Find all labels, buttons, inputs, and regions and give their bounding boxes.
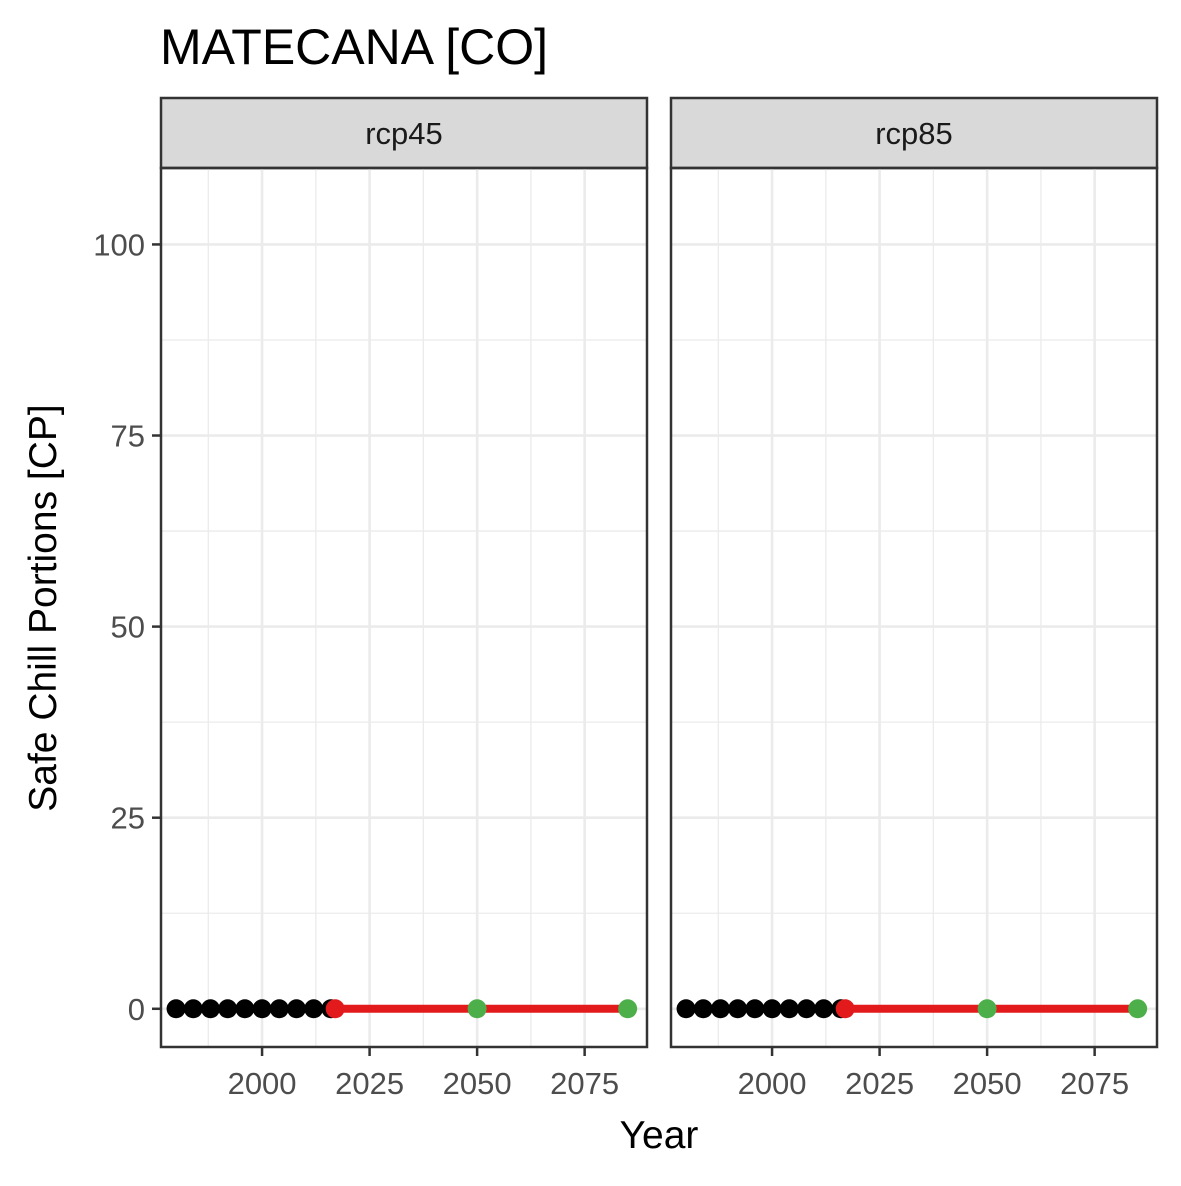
observed-point xyxy=(218,999,238,1019)
observed-point xyxy=(183,999,203,1019)
x-tick-label: 2050 xyxy=(953,1066,1022,1101)
x-tick-label: 2025 xyxy=(845,1066,914,1101)
observed-point xyxy=(779,999,799,1019)
observed-point xyxy=(676,999,696,1019)
future-scenario-point xyxy=(618,999,638,1019)
y-axis-title: Safe Chill Portions [CP] xyxy=(22,404,65,812)
facet-strip-rcp45 xyxy=(159,96,649,170)
scenario-start-point xyxy=(325,999,345,1019)
observed-point xyxy=(762,999,782,1019)
observed-point xyxy=(745,999,765,1019)
x-axis-title: Year xyxy=(620,1114,699,1157)
observed-point xyxy=(200,999,220,1019)
observed-point xyxy=(252,999,272,1019)
future-scenario-point xyxy=(1128,999,1148,1019)
facet-strip-label-rcp85: rcp85 xyxy=(875,116,953,151)
observed-point xyxy=(796,999,816,1019)
observed-point xyxy=(269,999,289,1019)
y-tick-label: 0 xyxy=(128,992,145,1027)
panel-border-rcp85 xyxy=(669,166,1159,1049)
y-tick-label: 100 xyxy=(93,227,145,262)
observed-point xyxy=(235,999,255,1019)
x-tick-label: 2075 xyxy=(550,1066,619,1101)
future-scenario-point xyxy=(467,999,487,1019)
x-tick-label: 2025 xyxy=(335,1066,404,1101)
panels-layer: rcp45 2000 2025 2050 2075 0 25 50 75 100 rcp85 2000… xyxy=(93,96,1159,1101)
x-tick-label: 2000 xyxy=(228,1066,297,1101)
observed-point xyxy=(304,999,324,1019)
panel-rcp45: rcp45 2000 2025 2050 2075 0 25 50 75 100 xyxy=(93,96,649,1101)
facet-strip-rcp85 xyxy=(669,96,1159,170)
observed-point xyxy=(728,999,748,1019)
observed-point xyxy=(710,999,730,1019)
x-tick-label: 2075 xyxy=(1060,1066,1129,1101)
x-tick-label: 2050 xyxy=(443,1066,512,1101)
x-tick-label: 2000 xyxy=(738,1066,807,1101)
panel-rcp85: rcp85 2000 2025 2050 2075 xyxy=(669,96,1159,1101)
scenario-start-point xyxy=(835,999,855,1019)
y-tick-label: 50 xyxy=(111,610,145,645)
panel-border-rcp45 xyxy=(159,166,649,1049)
observed-point xyxy=(814,999,834,1019)
observed-point xyxy=(286,999,306,1019)
y-tick-label: 25 xyxy=(111,801,145,836)
facet-strip-label-rcp45: rcp45 xyxy=(365,116,443,151)
future-scenario-point xyxy=(977,999,997,1019)
y-tick-label: 75 xyxy=(111,419,145,454)
observed-point xyxy=(166,999,186,1019)
chart-title: MATECANA [CO] xyxy=(160,19,548,75)
observed-point xyxy=(693,999,713,1019)
